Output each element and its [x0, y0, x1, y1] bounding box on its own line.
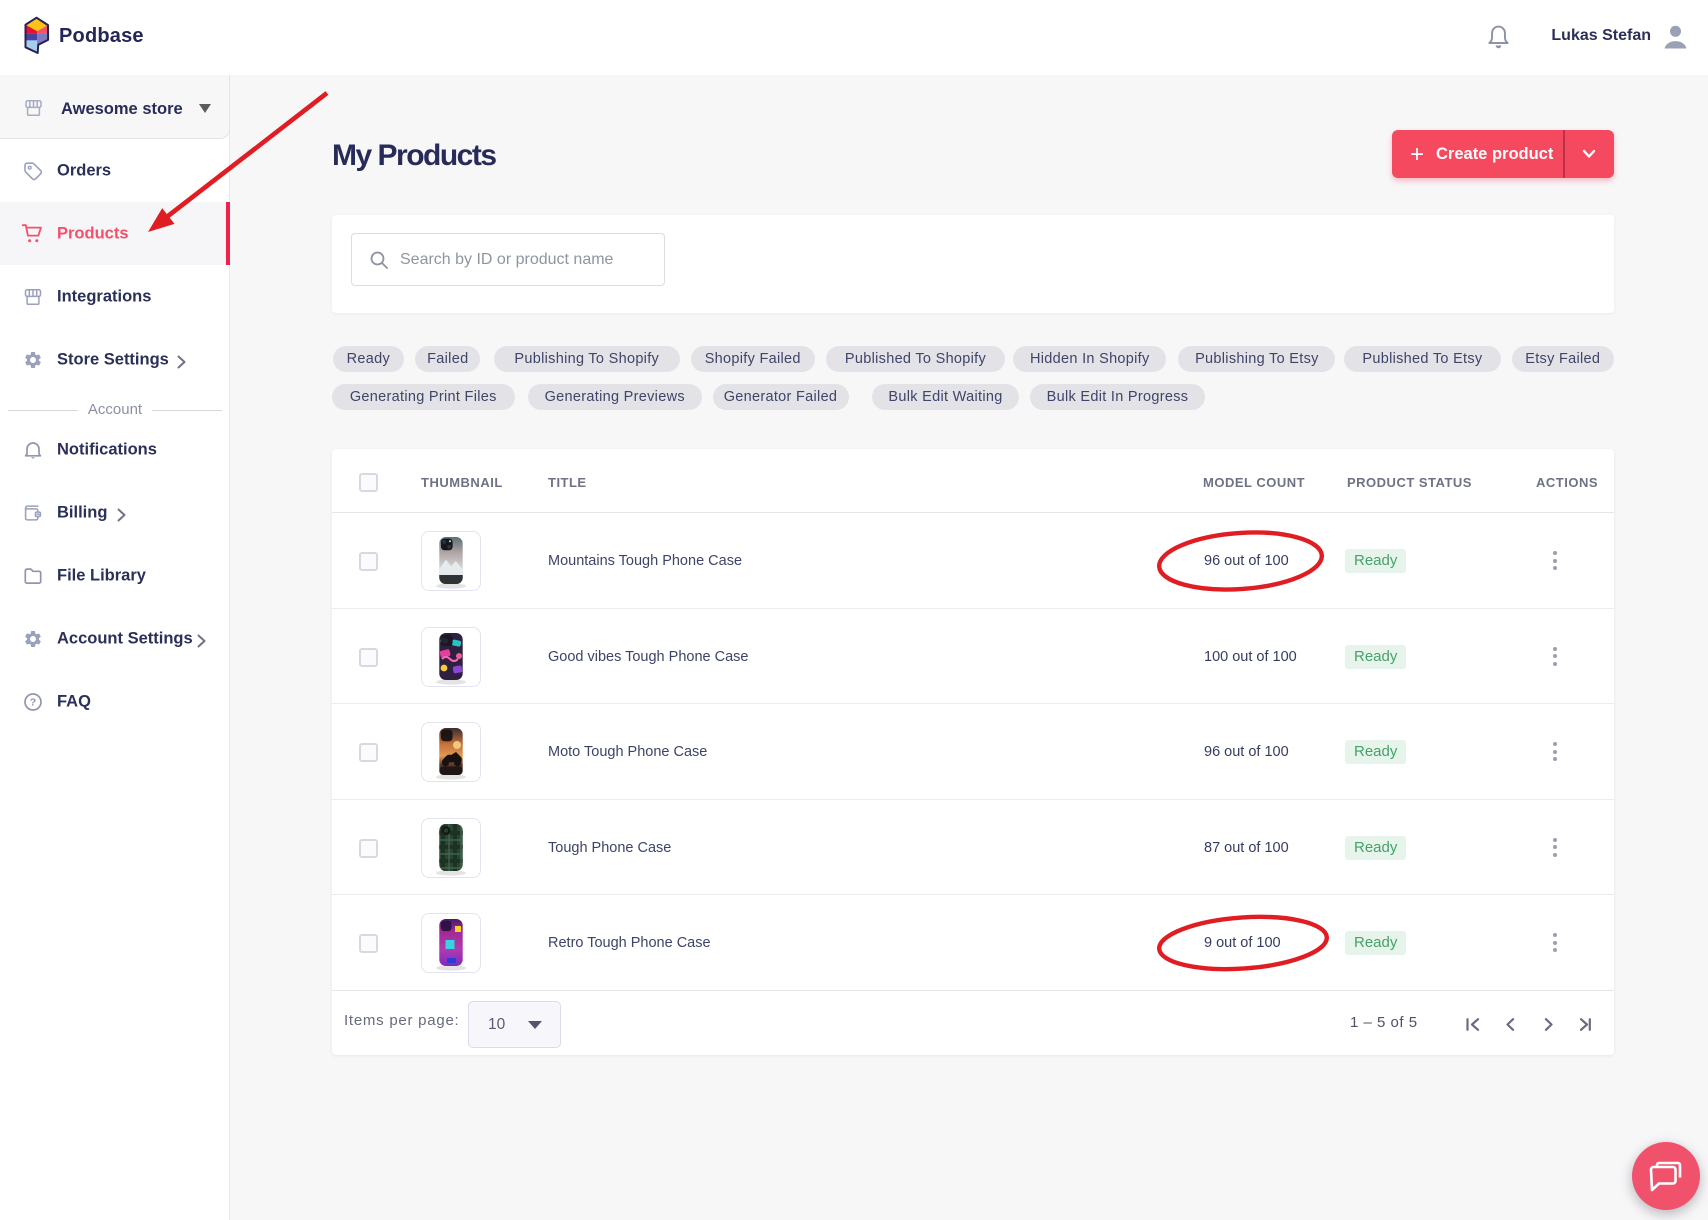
svg-text:?: ? [29, 696, 35, 708]
